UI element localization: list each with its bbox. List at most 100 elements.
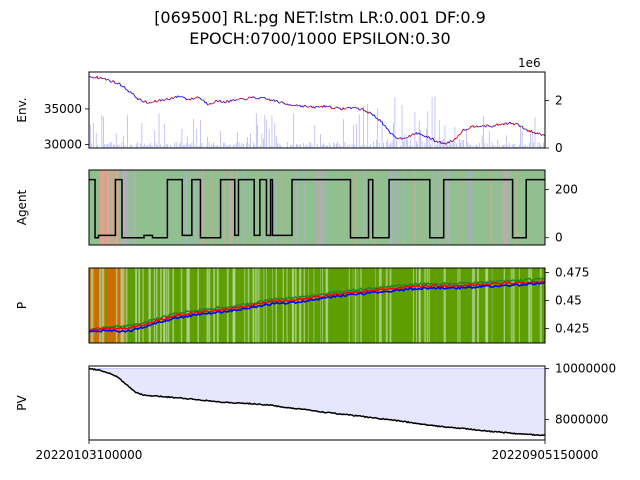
policy-band	[187, 268, 189, 343]
y-tick-label: 0.475	[555, 265, 589, 279]
policy-panel: 0.425 0.45 0.475 P	[15, 265, 589, 344]
policy-band	[286, 268, 288, 343]
price-segment	[534, 132, 537, 135]
policy-band	[110, 268, 113, 343]
price-segment	[500, 123, 502, 126]
action-bands	[89, 170, 545, 245]
price-segment	[193, 97, 196, 100]
policy-band	[99, 268, 100, 343]
price-segment	[169, 97, 172, 101]
x-tick-label: 20220103100000	[36, 448, 143, 462]
policy-band	[180, 268, 183, 343]
policy-band	[389, 268, 392, 343]
action-band	[438, 170, 440, 245]
action-band	[229, 170, 232, 245]
price-segment	[126, 89, 129, 91]
price-segment	[501, 123, 504, 125]
y-tick-label: 30000	[44, 137, 82, 151]
agent-panel: 0 200 Agent	[15, 169, 578, 246]
price-segment	[202, 99, 205, 102]
price-segment	[234, 99, 237, 102]
action-band	[151, 170, 153, 245]
policy-band	[265, 268, 267, 343]
action-band	[211, 170, 215, 245]
policy-band	[114, 268, 116, 343]
price-segment	[337, 106, 339, 109]
policy-band	[172, 268, 175, 343]
action-band	[448, 170, 450, 245]
action-band	[414, 170, 416, 245]
price-segment	[412, 133, 415, 135]
price-segment	[459, 133, 461, 136]
price-segment	[240, 97, 242, 100]
action-band	[201, 170, 205, 245]
price-segment	[184, 97, 187, 100]
price-segment	[443, 142, 445, 145]
price-segment	[89, 76, 92, 78]
y-tick-label: 0	[555, 141, 563, 155]
price-segment	[509, 121, 512, 124]
price-segment	[219, 99, 222, 103]
policy-series-line	[88, 281, 546, 333]
policy-band	[327, 268, 329, 343]
price-segment	[127, 90, 130, 93]
price-segment	[379, 119, 382, 123]
price-segment	[133, 93, 136, 97]
policy-band	[94, 268, 97, 343]
policy-band	[272, 268, 273, 343]
policy-band	[428, 268, 430, 343]
price-segment	[117, 82, 119, 85]
price-segment	[387, 128, 390, 131]
policy-band	[138, 268, 141, 343]
action-band	[292, 170, 294, 245]
price-segment	[162, 99, 165, 102]
action-band	[194, 170, 197, 245]
price-segment	[374, 116, 377, 119]
price-segment	[474, 126, 476, 128]
action-band	[422, 170, 423, 245]
price-segment	[252, 96, 255, 98]
price-segment	[276, 100, 279, 103]
price-segment	[191, 97, 194, 100]
action-band	[123, 170, 125, 245]
action-band	[126, 170, 129, 245]
price-segment	[494, 124, 497, 127]
price-segment	[359, 108, 362, 111]
policy-band	[233, 268, 234, 343]
price-segment	[333, 107, 336, 110]
price-segment	[97, 78, 100, 80]
policy-band	[528, 268, 531, 343]
action-band	[393, 170, 396, 245]
policy-background	[89, 268, 545, 343]
price-segment	[192, 98, 195, 100]
price-segment	[350, 107, 353, 110]
policy-band	[107, 268, 109, 343]
price-segment	[369, 111, 371, 114]
price-segment	[296, 104, 298, 107]
price-segment	[430, 137, 433, 140]
policy-band	[294, 268, 297, 343]
price-segment	[125, 88, 127, 91]
price-segment	[98, 76, 101, 79]
price-segment	[243, 98, 246, 101]
action-band	[515, 170, 519, 245]
price-segment	[406, 136, 409, 139]
price-segment	[206, 102, 208, 106]
policy-band	[159, 268, 162, 343]
price-segment	[109, 80, 112, 83]
policy-band	[93, 268, 96, 343]
policy-band	[186, 268, 189, 343]
policy-band	[217, 268, 219, 343]
policy-band	[197, 268, 199, 343]
price-segment	[399, 137, 402, 139]
price-segment	[112, 80, 115, 82]
policy-band	[503, 268, 506, 343]
volume-bars	[88, 96, 546, 148]
policy-band	[348, 268, 350, 343]
action-band	[236, 170, 239, 245]
price-segment	[469, 126, 472, 129]
action-band	[363, 170, 366, 245]
action-band	[489, 170, 492, 245]
policy-band	[102, 268, 105, 343]
price-segment	[542, 133, 545, 136]
